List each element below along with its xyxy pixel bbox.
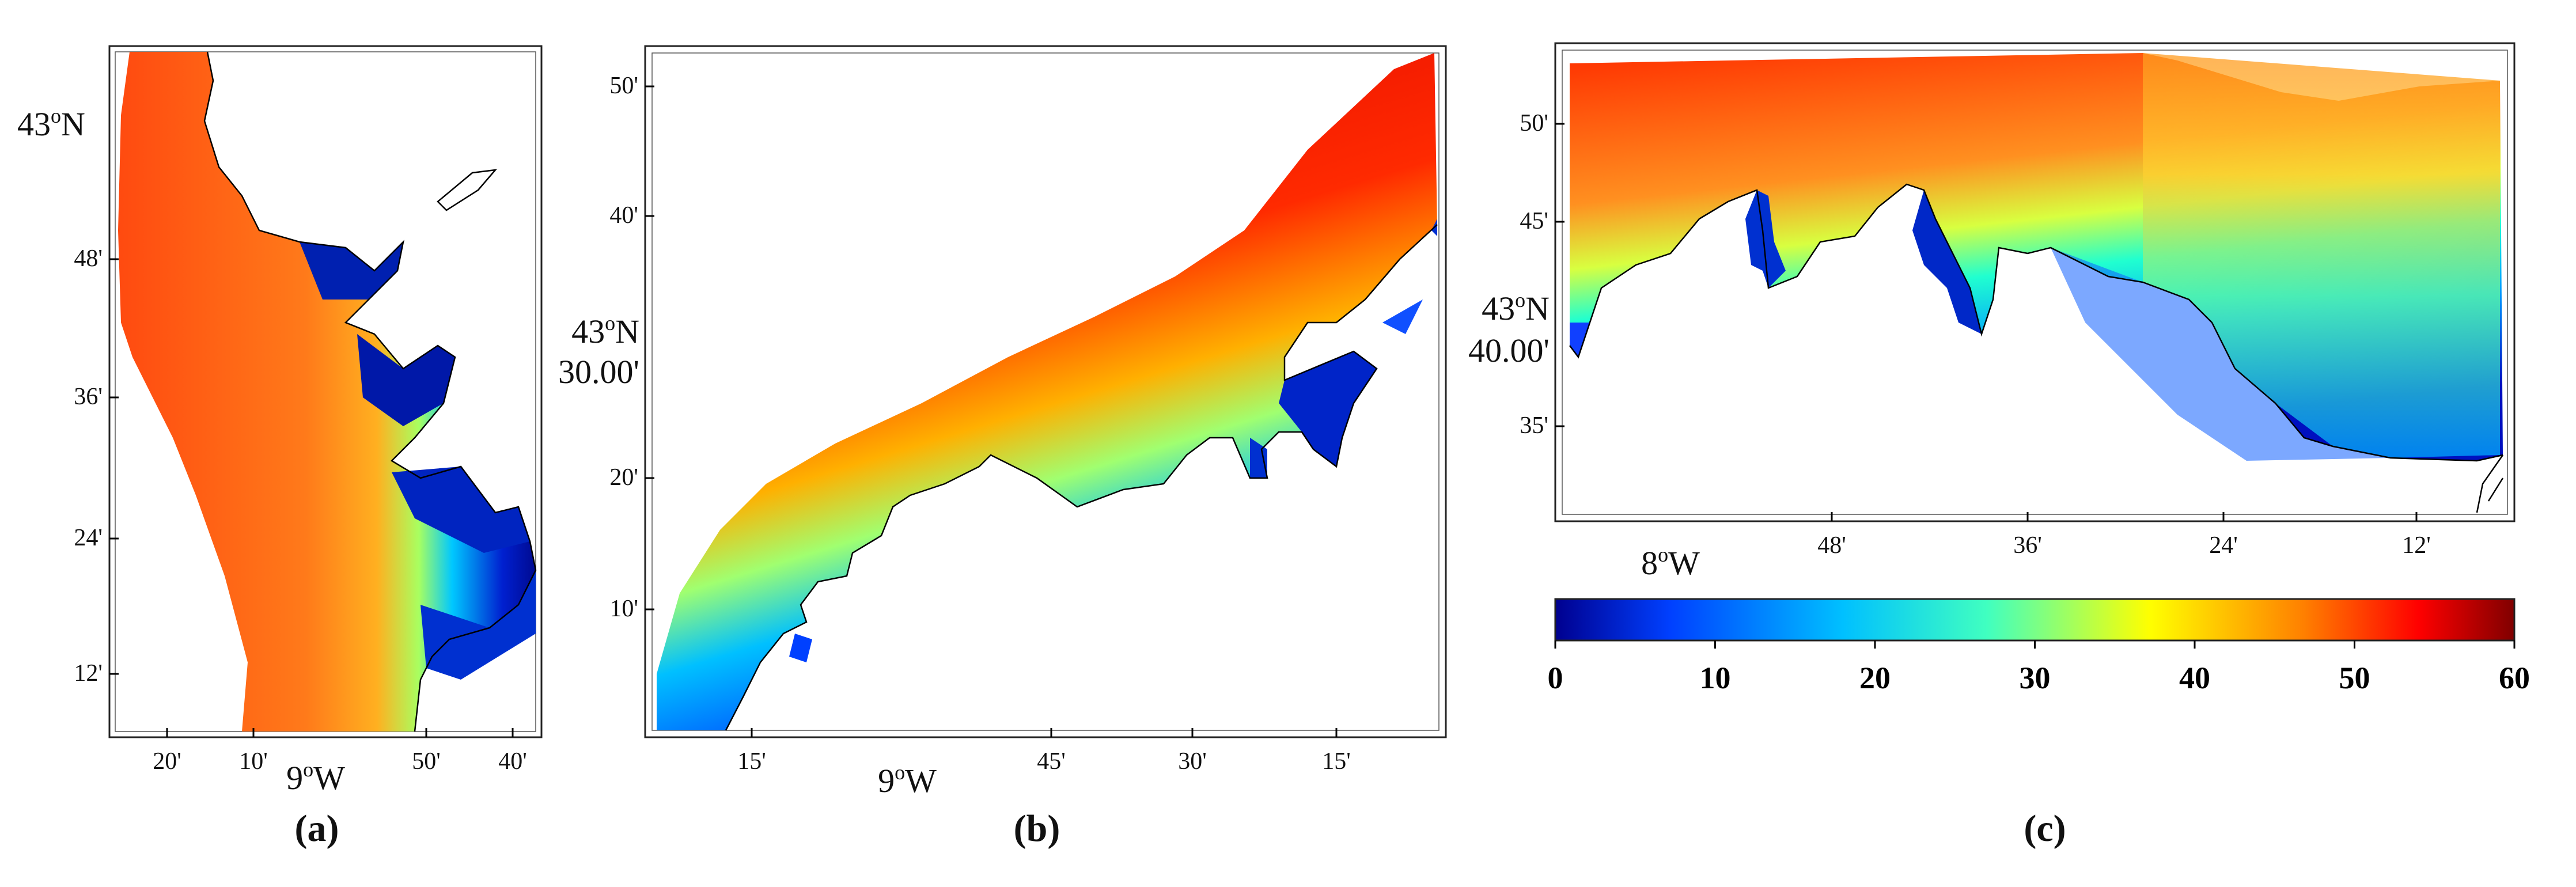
panel-b: 50' 40' 43oN 30.00' 20' 10' 15' 9oW 45' … [558, 45, 1447, 850]
panel-a-lat-tick: 12' [74, 660, 103, 687]
panel-c-lon-tick: 12' [2402, 532, 2431, 559]
panel-b-lon-tick: 15' [1322, 748, 1351, 775]
panel-c-caption: (c) [2024, 808, 2066, 850]
panel-b-caption: (b) [1014, 808, 1060, 850]
colorbar-tick-label: 20 [1859, 661, 1891, 695]
panel-b-lat-tick: 50' [609, 73, 638, 99]
panel-a-lat-tick: 36' [74, 384, 103, 410]
panel-a-ocean [118, 52, 536, 731]
panel-a-lat-tick: 48' [74, 245, 103, 272]
panel-c: 50' 45' 43oN 40.00' 35' 8oW 48' 36' 24' … [1468, 42, 2530, 850]
panel-b-lat-main: 43oN [571, 312, 639, 350]
colorbar-tick-label: 10 [1700, 661, 1731, 695]
panel-a-frame [108, 45, 543, 738]
panel-c-lon-tick: 36' [2013, 532, 2042, 559]
panel-a-lon-tick: 50' [412, 748, 441, 775]
panel-a-island [437, 169, 498, 211]
panel-c-lat-main: 43oN [1482, 289, 1550, 327]
panel-c-coastline [1569, 183, 2503, 462]
panel-a-coastline [203, 51, 537, 732]
panel-a: 43oN 48' 36' 24' 12' 20' 10' 9oW 50' 40'… [17, 45, 543, 850]
panel-c-frame [1554, 42, 2516, 522]
panel-c-lon-main: 8oW [1641, 543, 1700, 582]
panel-b-lon-tick: 30' [1178, 748, 1207, 775]
panel-a-lat-main: 43oN [17, 104, 85, 143]
panel-c-lat-tick: 45' [1520, 208, 1548, 234]
colorbar-tick-label: 50 [2339, 661, 2370, 695]
colorbar-tick-label: 0 [1548, 661, 1563, 695]
colorbar-ticks: 0 10 20 30 40 50 60 [1548, 640, 2530, 695]
panel-b-frame [644, 45, 1447, 738]
colorbar-tick-label: 40 [2179, 661, 2210, 695]
colorbar-tick-label: 30 [2020, 661, 2051, 695]
panel-a-lon-tick: 10' [239, 748, 268, 775]
panel-b-lat-tick: 10' [609, 596, 638, 622]
panel-b-lon-tick: 45' [1037, 748, 1066, 775]
colorbar [1554, 598, 2516, 642]
panel-c-lon-tick: 24' [2209, 532, 2238, 559]
panel-c-lat-tick: 35' [1520, 412, 1548, 439]
panel-b-lat-tick: 20' [609, 464, 638, 491]
colorbar-tick-label: 60 [2499, 661, 2530, 695]
panel-b-coastline [725, 224, 1438, 731]
panel-b-lat-extra: 30.00' [558, 353, 639, 391]
panel-b-ocean [657, 53, 1437, 730]
panel-c-lon-tick: 48' [1817, 532, 1846, 559]
panel-a-lat-tick: 24' [74, 525, 103, 551]
panel-a-caption: (a) [295, 808, 339, 850]
panel-c-lat-extra: 40.00' [1468, 332, 1550, 369]
panel-a-lon-main: 9oW [286, 758, 345, 797]
panel-c-lat-tick: 50' [1520, 110, 1548, 137]
panel-b-lat-tick: 40' [609, 202, 638, 229]
panel-a-lon-tick: 40' [498, 748, 527, 775]
panel-a-lon-tick: 20' [153, 748, 181, 775]
panel-b-lon-tick: 15' [737, 748, 766, 775]
panel-b-lon-main: 9oW [878, 761, 937, 799]
